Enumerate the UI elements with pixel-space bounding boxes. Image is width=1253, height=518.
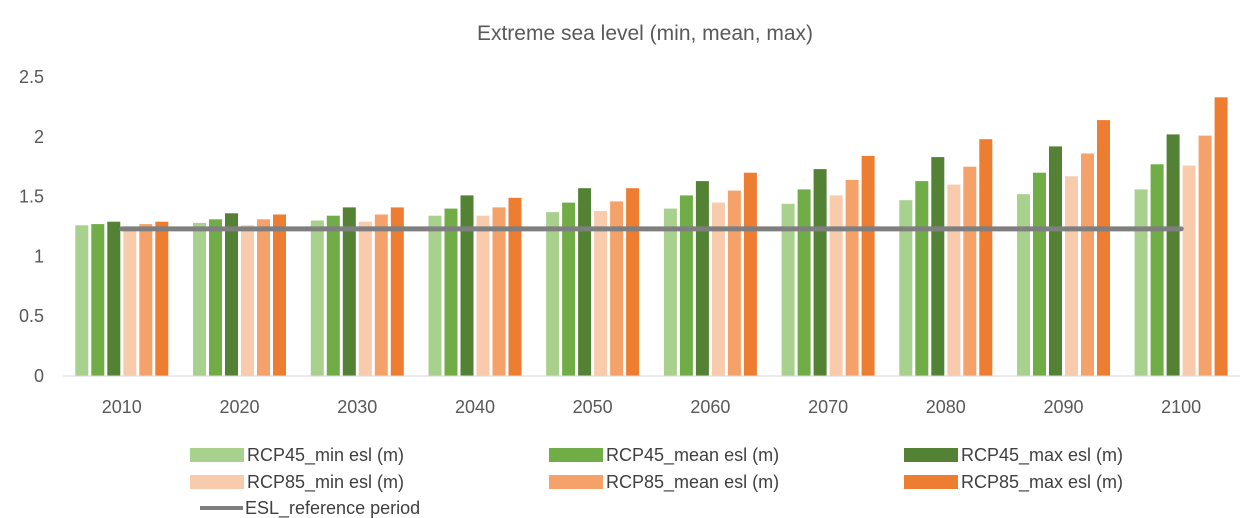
legend-swatch [549,448,603,462]
bar [1198,135,1212,376]
bar [508,197,522,376]
legend-label: RCP85_min esl (m) [247,472,404,493]
legend-swatch [904,448,958,462]
bar [91,224,105,376]
bar [107,221,121,376]
legend-label: RCP45_min esl (m) [247,445,404,466]
bar [390,207,404,376]
x-tick-label: 2040 [455,397,495,417]
bar [695,181,709,376]
bar [546,212,560,376]
legend-swatch [190,475,244,489]
bar [679,195,693,376]
y-tick-label: 2.5 [19,67,44,87]
legend-label: RCP85_mean esl (m) [606,472,779,493]
legend-label-reference: ESL_reference period [245,498,420,518]
x-tick-label: 2080 [926,397,966,417]
bar [1049,146,1062,376]
bar [963,166,977,376]
bar [123,226,137,376]
x-tick-label: 2090 [1043,397,1083,417]
bar [829,195,843,376]
bar [358,221,372,376]
x-tick-label: 2050 [573,397,613,417]
bar [1017,194,1030,376]
bar [1097,120,1110,376]
legend: RCP45_min esl (m) RCP45_mean esl (m) RCP45… [190,445,1123,518]
bar [342,207,356,376]
bar [899,200,913,376]
x-tick-label: 2030 [337,397,377,417]
bar [492,207,506,376]
bar [310,220,324,376]
bar [1033,172,1046,376]
bar [444,208,458,376]
bar [155,221,169,376]
bar [241,225,254,376]
bar [1166,134,1180,376]
bar [257,219,270,376]
bar [1214,97,1228,377]
bar [1065,176,1078,376]
bar [663,208,677,376]
legend-swatch [190,448,244,462]
bar [947,184,961,376]
bar [460,195,474,376]
bar [781,203,795,376]
bar [273,214,286,376]
legend-swatch [904,475,958,489]
bar [711,202,725,376]
x-tick-label: 2010 [102,397,142,417]
bar [428,215,442,376]
legend-label: RCP85_max esl (m) [961,472,1123,493]
bar [75,225,89,376]
bar [1081,153,1094,376]
bar [610,201,624,376]
bar [1182,165,1196,376]
bar [476,215,490,376]
bar [915,181,929,376]
bar [931,157,945,376]
bar [225,213,238,376]
x-tick-label: 2070 [808,397,848,417]
bar [727,190,741,376]
legend-swatch [549,475,603,489]
x-tick-label: 2060 [690,397,730,417]
bar [861,155,875,376]
bar [813,169,827,376]
bar [209,219,222,376]
bar [374,214,388,376]
legend-label: RCP45_mean esl (m) [606,445,779,466]
bar [562,202,576,376]
y-axis: 0 0.5 1 1.5 2 2.5 [19,67,44,386]
bar [626,188,640,376]
bar [578,188,592,376]
bar [594,211,608,376]
bar [1150,164,1164,376]
y-tick-label: 0 [34,366,44,386]
bar [1134,189,1148,376]
y-tick-label: 1.5 [19,187,44,207]
y-tick-label: 2 [34,127,44,147]
y-tick-label: 0.5 [19,306,44,326]
bar [193,222,206,376]
x-tick-label: 2020 [219,397,259,417]
x-tick-label: 2100 [1161,397,1201,417]
bar [797,189,811,376]
bar [743,172,757,376]
legend-label: RCP45_max esl (m) [961,445,1123,466]
bar [326,215,340,376]
bar [139,224,153,376]
bar [845,179,859,376]
y-tick-label: 1 [34,246,44,266]
chart-title: Extreme sea level (min, mean, max) [477,22,813,45]
bars [75,97,1228,377]
x-axis: 2010 2020 2030 2040 2050 2060 2070 2080 2090 2100 [63,375,1240,417]
bar [979,139,993,376]
